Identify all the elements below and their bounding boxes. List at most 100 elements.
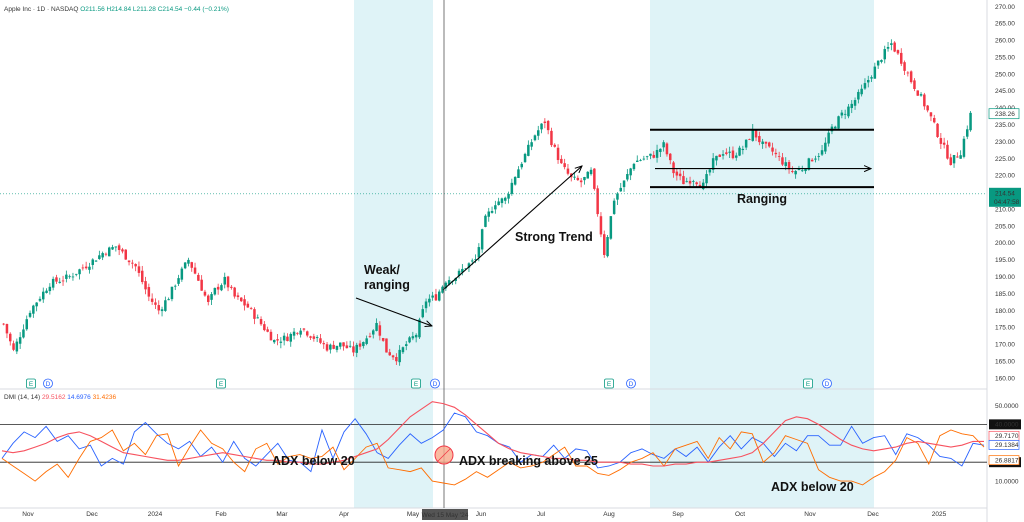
candle-body <box>381 338 385 341</box>
candle-body <box>682 176 685 185</box>
annotation-strong-trend: Strong Trend <box>515 230 593 244</box>
dividend-marker[interactable] <box>430 378 440 389</box>
adx-break-marker-slash <box>437 448 451 462</box>
candle-body <box>147 287 151 297</box>
candle-body <box>639 160 642 162</box>
candle-body <box>170 286 174 300</box>
candle-body <box>543 121 547 123</box>
candle-body <box>117 245 121 251</box>
candle-body <box>230 286 233 288</box>
candle-body <box>500 198 504 204</box>
candle-body <box>210 294 213 300</box>
candle-body <box>768 142 771 147</box>
candle-body <box>669 153 672 161</box>
event-marker-group[interactable]: E <box>216 378 226 389</box>
candle-body <box>108 247 111 257</box>
candle-body <box>58 281 61 283</box>
candle-body <box>193 267 197 274</box>
candle-body <box>566 168 570 174</box>
candle-body <box>863 83 867 89</box>
candle-body <box>51 278 55 288</box>
dividend-marker[interactable] <box>626 378 636 389</box>
annotation-adx-below-20-right: ADX below 20 <box>771 480 854 494</box>
candle-body <box>929 112 933 117</box>
price-tick-label: 250.00 <box>995 71 1015 78</box>
candle-body <box>652 154 655 158</box>
candle-body <box>744 139 748 148</box>
earnings-marker[interactable] <box>411 378 421 389</box>
candle-body <box>573 176 576 178</box>
candle-body <box>659 148 662 153</box>
candle-body <box>296 332 299 334</box>
header-field: L211.28 <box>131 6 156 13</box>
earnings-marker[interactable] <box>26 378 36 389</box>
candle-body <box>678 173 682 177</box>
candle-body <box>276 339 279 341</box>
candle-body <box>530 142 533 147</box>
candle-body <box>550 130 553 146</box>
candle-body <box>791 171 794 172</box>
candle-body <box>411 336 415 339</box>
candle-body <box>438 291 441 301</box>
indicator-header-field: 14.6976 <box>67 394 92 401</box>
earnings-marker[interactable] <box>604 378 614 389</box>
candle-body <box>2 323 5 325</box>
candle-body <box>721 154 725 156</box>
candle-body <box>91 259 94 265</box>
candle-body <box>104 253 108 255</box>
candle-body <box>216 286 220 290</box>
time-axis-label: Dec <box>867 511 879 518</box>
time-axis-label: Aug <box>603 511 615 518</box>
price-tick-label: 260.00 <box>995 38 1015 45</box>
candle-body <box>731 150 735 159</box>
candle-body <box>315 337 319 339</box>
candle-body <box>527 144 530 156</box>
dmi-tick-label: 10.0000 <box>995 478 1019 485</box>
candle-body <box>322 343 325 345</box>
dividend-marker[interactable] <box>822 378 832 389</box>
level-40-tag <box>989 419 1021 430</box>
trend-arrow <box>442 166 582 291</box>
candle-body <box>612 200 616 214</box>
candle-body <box>936 123 939 137</box>
candle-body <box>490 211 494 213</box>
candle-body <box>226 276 230 288</box>
earnings-marker[interactable] <box>216 378 226 389</box>
candle-body <box>586 171 589 179</box>
dividend-marker-label: D <box>629 381 634 388</box>
candle-body <box>5 324 9 334</box>
candle-body <box>203 291 207 296</box>
candle-body <box>675 171 679 176</box>
dividend-marker[interactable] <box>43 378 53 389</box>
candle-body <box>949 157 952 166</box>
candle-body <box>28 312 32 317</box>
candle-body <box>754 130 758 138</box>
dmi-series-adx <box>1 401 984 467</box>
candle-body <box>18 337 22 344</box>
annotation-adx-below-20-left: ADX below 20 <box>272 454 355 468</box>
candle-body <box>342 342 345 347</box>
candle-body <box>810 159 814 162</box>
earnings-marker[interactable] <box>803 378 813 389</box>
candle-body <box>401 347 405 353</box>
candle-body <box>520 163 523 168</box>
candle-body <box>480 229 484 250</box>
candle-body <box>101 253 104 258</box>
candle-body <box>150 298 154 302</box>
candle-body <box>312 336 316 339</box>
candle-body <box>711 158 715 170</box>
price-tick-label: 160.00 <box>995 375 1015 382</box>
dmi-value-label: 29.1384 <box>995 442 1019 449</box>
candle-body <box>860 88 863 95</box>
earnings-marker-label: E <box>806 381 811 388</box>
candle-body <box>15 341 19 352</box>
header-field: −0.44 (−0.21%) <box>182 6 229 13</box>
candle-body <box>190 262 193 268</box>
price-tick-label: 220.00 <box>995 173 1015 180</box>
candle-body <box>735 155 738 158</box>
crosshair-date-label: Wed 15 May '24 <box>422 512 469 519</box>
